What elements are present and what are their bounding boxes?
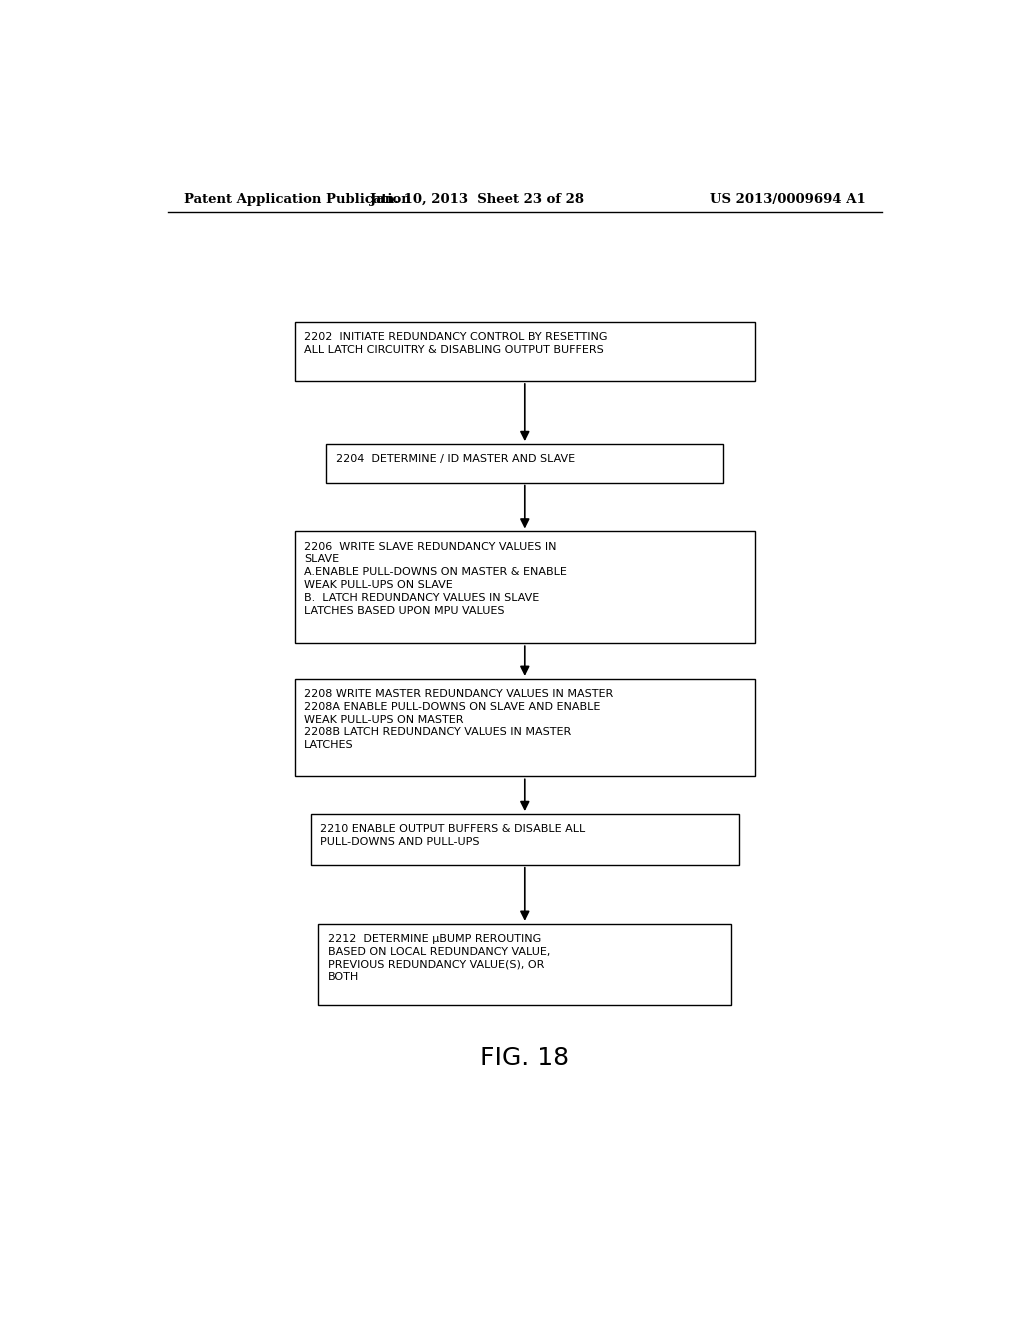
Bar [318,924,731,1005]
Bar [295,532,755,643]
Text: 2202  INITIATE REDUNDANCY CONTROL BY RESETTING
ALL LATCH CIRCUITRY & DISABLING O: 2202 INITIATE REDUNDANCY CONTROL BY RESE… [304,333,607,355]
Bar [295,678,755,776]
Text: 2210 ENABLE OUTPUT BUFFERS & DISABLE ALL
PULL-DOWNS AND PULL-UPS: 2210 ENABLE OUTPUT BUFFERS & DISABLE ALL… [321,824,586,847]
Text: Jan. 10, 2013  Sheet 23 of 28: Jan. 10, 2013 Sheet 23 of 28 [371,193,584,206]
Text: FIG. 18: FIG. 18 [480,1045,569,1071]
Bar [295,322,755,381]
Text: US 2013/0009694 A1: US 2013/0009694 A1 [711,193,866,206]
Text: 2208 WRITE MASTER REDUNDANCY VALUES IN MASTER
2208A ENABLE PULL-DOWNS ON SLAVE A: 2208 WRITE MASTER REDUNDANCY VALUES IN M… [304,689,613,750]
Text: 2212  DETERMINE μBUMP REROUTING
BASED ON LOCAL REDUNDANCY VALUE,
PREVIOUS REDUND: 2212 DETERMINE μBUMP REROUTING BASED ON … [328,935,550,982]
Bar [310,814,739,865]
Text: Patent Application Publication: Patent Application Publication [183,193,411,206]
Text: 2206  WRITE SLAVE REDUNDANCY VALUES IN
SLAVE
A.ENABLE PULL-DOWNS ON MASTER & ENA: 2206 WRITE SLAVE REDUNDANCY VALUES IN SL… [304,541,567,615]
Text: 2204  DETERMINE / ID MASTER AND SLAVE: 2204 DETERMINE / ID MASTER AND SLAVE [336,454,575,465]
Bar [327,444,723,483]
